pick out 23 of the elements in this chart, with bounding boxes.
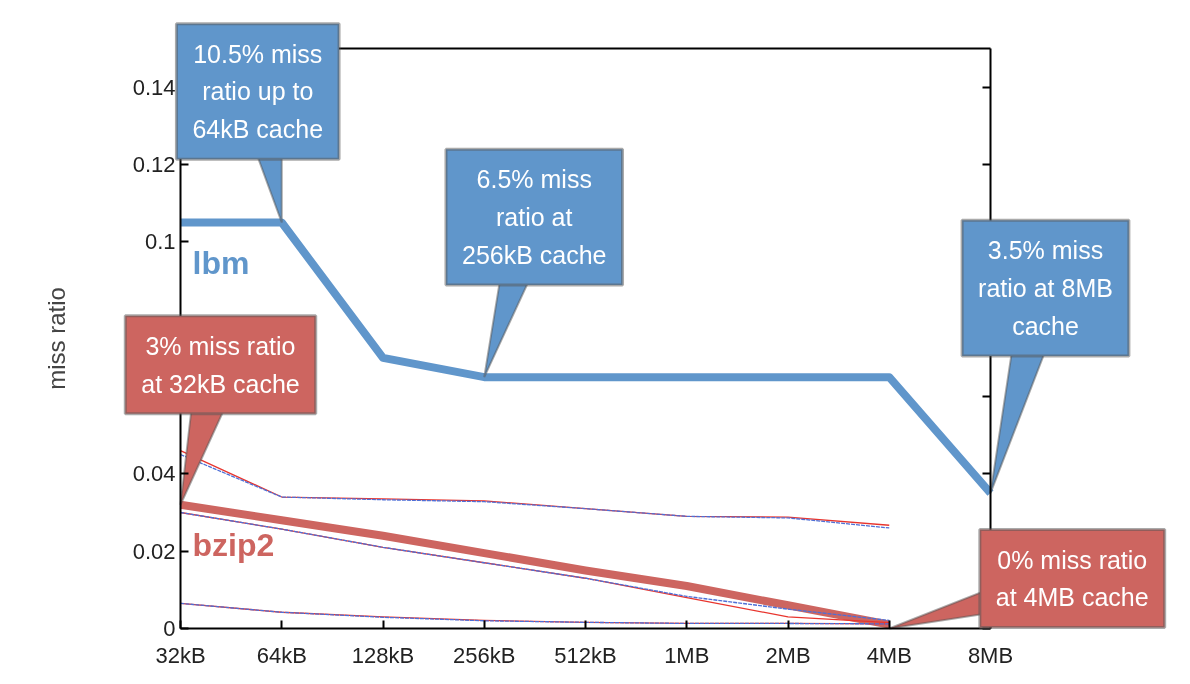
y-tick-label: 0.12 <box>132 152 176 177</box>
y-tick-label: 0 <box>163 616 176 641</box>
x-tick-label: 4MB <box>866 642 912 668</box>
annotation: 0% miss ratio at 4MB cache <box>995 545 1149 612</box>
x-tick-label: 8MB <box>967 642 1014 668</box>
annotation: 6.5% miss ratio at 256kB cache <box>461 165 607 269</box>
x-tick-label: 2MB <box>765 642 811 668</box>
x-tick-label: 64kB <box>256 642 307 668</box>
annotation: 10.5% miss ratio up to 64kB cache <box>192 39 324 144</box>
x-tick-label: 32kB <box>155 642 206 668</box>
x-tick-label: 128kB <box>351 642 415 668</box>
annotation: 3% miss ratio at 32kB cache <box>141 331 300 398</box>
y-tick-label: 0.04 <box>132 461 176 487</box>
y-tick-label: 0.02 <box>132 538 176 564</box>
x-tick-label: 256kB <box>453 642 516 668</box>
x-tick-label: 512kB <box>554 642 617 668</box>
series-label: lbm <box>192 244 250 281</box>
annotation: 3.5% miss ratio at 8MB cache <box>978 236 1113 340</box>
series-label: bzip2 <box>192 526 275 563</box>
y-tick-label: 0.1 <box>144 229 176 255</box>
y-axis-title: miss ratio <box>42 287 70 390</box>
x-tick-label: 1MB <box>664 642 710 668</box>
y-tick-label: 0.14 <box>132 74 176 100</box>
